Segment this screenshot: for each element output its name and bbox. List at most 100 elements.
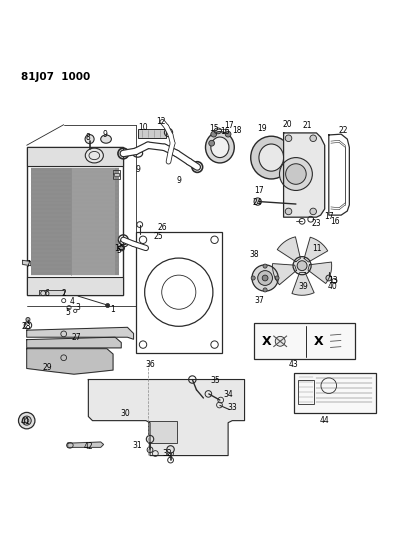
- Text: 3: 3: [76, 303, 81, 312]
- Ellipse shape: [310, 135, 316, 142]
- Text: 9: 9: [102, 130, 107, 139]
- Text: 38: 38: [249, 251, 259, 260]
- Text: 17: 17: [324, 212, 334, 221]
- Text: 24: 24: [252, 198, 262, 207]
- Polygon shape: [284, 133, 325, 217]
- Ellipse shape: [18, 413, 35, 429]
- Ellipse shape: [326, 275, 332, 281]
- Text: 7: 7: [25, 260, 30, 269]
- Bar: [136, 231, 222, 353]
- Text: 10: 10: [138, 123, 148, 132]
- Ellipse shape: [211, 131, 217, 137]
- Text: 30: 30: [120, 409, 130, 418]
- Ellipse shape: [275, 276, 279, 280]
- Ellipse shape: [259, 144, 284, 171]
- Text: X: X: [314, 335, 323, 348]
- Ellipse shape: [209, 140, 215, 146]
- Ellipse shape: [252, 265, 278, 291]
- Text: 14: 14: [114, 244, 124, 253]
- Text: 43: 43: [289, 360, 299, 369]
- Text: 8: 8: [86, 133, 91, 142]
- Text: 32: 32: [163, 449, 173, 458]
- Text: 31: 31: [133, 441, 143, 450]
- Ellipse shape: [293, 256, 311, 274]
- Text: 26: 26: [157, 223, 167, 232]
- Text: 33: 33: [227, 403, 237, 412]
- Ellipse shape: [26, 318, 30, 321]
- Text: X: X: [261, 335, 271, 348]
- Bar: [27, 147, 123, 295]
- Text: 1: 1: [111, 305, 115, 314]
- Ellipse shape: [279, 158, 312, 190]
- Text: 27: 27: [71, 333, 81, 342]
- Polygon shape: [27, 327, 134, 339]
- Polygon shape: [304, 237, 328, 262]
- Text: 23: 23: [312, 219, 321, 228]
- Bar: [27, 277, 123, 295]
- Ellipse shape: [251, 276, 255, 280]
- Ellipse shape: [254, 198, 261, 205]
- Ellipse shape: [286, 164, 306, 184]
- Bar: [254, 323, 355, 359]
- Text: 17: 17: [224, 122, 233, 131]
- Bar: [39, 290, 64, 295]
- Bar: [114, 173, 119, 176]
- Polygon shape: [23, 260, 31, 265]
- Ellipse shape: [225, 131, 231, 137]
- Bar: [148, 421, 177, 443]
- Text: 22: 22: [338, 126, 348, 134]
- Text: 13: 13: [328, 277, 338, 285]
- Text: 37: 37: [254, 296, 264, 305]
- Bar: [138, 129, 166, 138]
- Text: 5: 5: [65, 309, 70, 318]
- Ellipse shape: [85, 134, 94, 143]
- Text: 17: 17: [254, 186, 264, 195]
- Ellipse shape: [275, 336, 285, 346]
- Ellipse shape: [106, 303, 110, 308]
- Text: 34: 34: [223, 390, 233, 399]
- Text: 42: 42: [83, 442, 93, 450]
- Ellipse shape: [211, 137, 229, 158]
- Text: 18: 18: [232, 126, 242, 134]
- Text: 29: 29: [42, 362, 52, 372]
- Ellipse shape: [262, 275, 268, 281]
- Ellipse shape: [258, 271, 272, 285]
- Ellipse shape: [263, 288, 267, 292]
- Text: 28: 28: [22, 321, 32, 330]
- Text: 81J07  1000: 81J07 1000: [21, 71, 90, 82]
- Ellipse shape: [206, 132, 234, 163]
- Polygon shape: [88, 379, 245, 456]
- Ellipse shape: [310, 208, 316, 215]
- Ellipse shape: [251, 136, 292, 179]
- Text: 16: 16: [220, 127, 230, 136]
- Bar: [298, 380, 314, 404]
- Text: 21: 21: [302, 120, 312, 130]
- Ellipse shape: [263, 264, 267, 268]
- Bar: [294, 373, 376, 413]
- Ellipse shape: [101, 135, 111, 143]
- Text: 36: 36: [145, 360, 155, 369]
- Text: 39: 39: [298, 282, 308, 290]
- Text: 9: 9: [135, 165, 140, 174]
- Ellipse shape: [85, 148, 103, 163]
- Polygon shape: [277, 237, 300, 262]
- Text: 35: 35: [211, 376, 221, 385]
- Text: 44: 44: [320, 416, 330, 425]
- Text: 19: 19: [257, 124, 267, 133]
- Polygon shape: [27, 337, 121, 348]
- Text: 4: 4: [69, 297, 74, 306]
- Text: 9: 9: [176, 176, 181, 185]
- Text: 25: 25: [153, 232, 163, 241]
- Polygon shape: [27, 349, 113, 374]
- Ellipse shape: [285, 135, 292, 142]
- Text: 41: 41: [21, 417, 30, 426]
- Text: 40: 40: [328, 282, 338, 290]
- Bar: [31, 168, 119, 274]
- Polygon shape: [292, 272, 314, 295]
- Text: 16: 16: [330, 217, 340, 226]
- Ellipse shape: [167, 446, 174, 453]
- Text: 6: 6: [45, 289, 50, 298]
- Ellipse shape: [297, 261, 307, 271]
- Bar: [71, 168, 115, 274]
- Text: 15: 15: [209, 124, 219, 133]
